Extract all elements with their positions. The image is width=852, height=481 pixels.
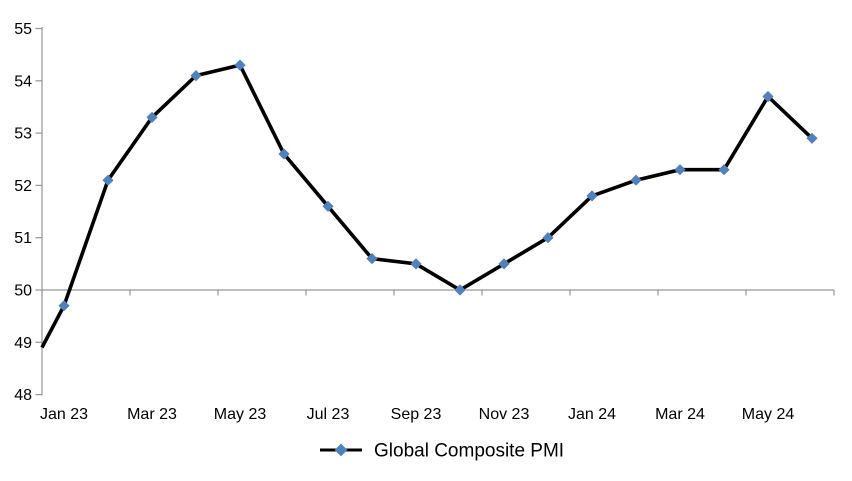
x-tick-label: May 24: [742, 406, 795, 423]
x-tick-label: Mar 23: [127, 406, 177, 423]
data-point-marker: [366, 253, 378, 265]
data-point-marker: [58, 300, 70, 312]
y-tick-label: 48: [14, 387, 32, 404]
data-point-marker: [102, 174, 114, 186]
y-tick-label: 54: [14, 73, 32, 90]
y-tick-label: 50: [14, 283, 32, 300]
data-point-marker: [498, 258, 510, 270]
data-point-marker: [630, 174, 642, 186]
data-point-marker: [806, 132, 818, 144]
x-tick-label: Sep 23: [391, 406, 442, 423]
data-point-marker: [718, 164, 730, 176]
data-point-marker: [190, 70, 202, 82]
x-tick-label: May 23: [214, 406, 267, 423]
y-tick-label: 49: [14, 335, 32, 352]
legend-marker-icon: [334, 443, 348, 457]
y-tick-label: 53: [14, 126, 32, 143]
legend: Global Composite PMI: [320, 441, 564, 462]
x-tick-label: Jan 23: [40, 406, 88, 423]
series-layer: [40, 59, 818, 349]
x-tick-label: Nov 23: [479, 406, 530, 423]
x-tick-label: Jan 24: [568, 406, 616, 423]
data-point-marker: [542, 232, 554, 244]
y-tick-label: 52: [14, 178, 32, 195]
data-point-marker: [762, 90, 774, 103]
axes-layer: 48 49 50 51 52 53 54 55 Jan 23 Mar 23 May 23 Jul 23…: [14, 21, 835, 423]
legend-label: Global Composite PMI: [374, 441, 564, 462]
data-point-marker: [322, 200, 334, 212]
data-point-marker: [454, 284, 466, 296]
data-point-marker: [410, 258, 422, 270]
x-tick-label: Jul 23: [307, 406, 350, 423]
series-line: [40, 63, 814, 349]
data-point-marker: [674, 164, 686, 176]
y-tick-label: 51: [14, 230, 32, 247]
x-tick-label: Mar 24: [655, 406, 705, 423]
y-tick-label: 55: [14, 21, 32, 38]
data-point-marker: [146, 111, 158, 123]
data-point-marker: [586, 190, 598, 202]
data-point-marker: [234, 59, 246, 71]
data-point-marker: [278, 148, 290, 160]
